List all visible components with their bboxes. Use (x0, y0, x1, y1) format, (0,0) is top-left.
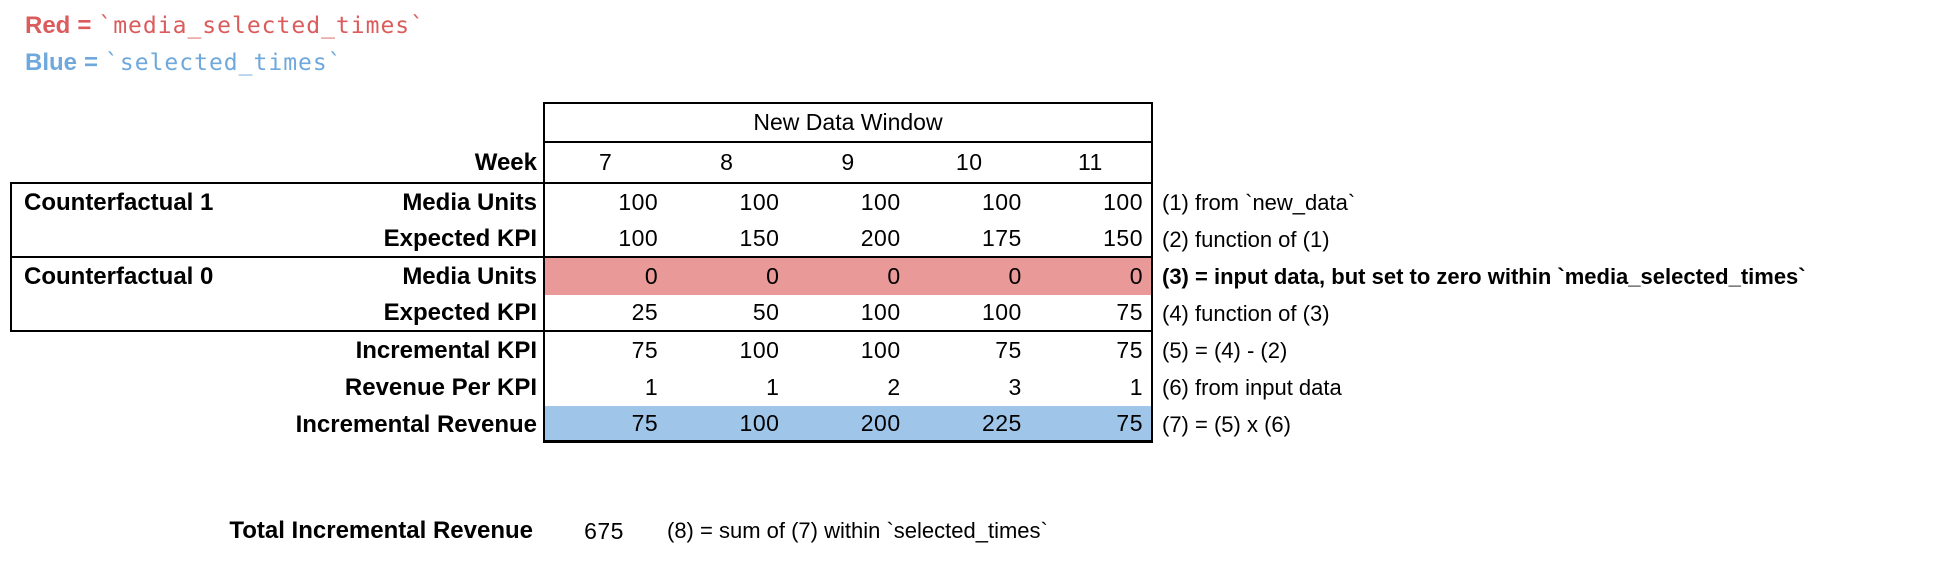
total-annotation: (8) = sum of (7) within `selected_times` (667, 518, 1048, 543)
row-label: Expected KPI (383, 224, 537, 252)
legend-red-code: `media_selected_times` (98, 13, 425, 39)
value-cell: 100 (618, 225, 659, 251)
table-row: Expected KPI 25 50 100 100 75 (4) functi… (10, 295, 1806, 332)
table-row: Counterfactual 0 Media Units 0 0 0 0 0 (… (10, 258, 1806, 295)
value-cell: 100 (739, 189, 780, 215)
value-cell: 75 (995, 337, 1022, 363)
legend-blue-term: Blue (25, 49, 78, 76)
value-cell: 100 (739, 337, 780, 363)
row-annotation: (4) function of (3) (1162, 300, 1330, 326)
row-annotation: (7) = (5) x (6) (1162, 411, 1291, 437)
value-cell: 1 (766, 374, 780, 400)
row-values: 100 150 200 175 150 (543, 221, 1153, 258)
section-label: Counterfactual 0 (24, 262, 214, 290)
row-annotation: (2) function of (1) (1162, 226, 1330, 252)
new-data-window-header: New Data Window (543, 102, 1153, 143)
row-values: 25 50 100 100 75 (543, 295, 1153, 332)
value-cell: 75 (631, 337, 659, 363)
value-cell: 100 (860, 337, 901, 363)
counterfactual-table: New Data Window Week 7 8 9 10 11 Counter… (10, 102, 1806, 443)
row-values: 75 100 100 75 75 (543, 332, 1153, 369)
table-header-row: New Data Window (10, 102, 1806, 143)
value-cell: 100 (860, 189, 901, 215)
legend-blue-equals: = (84, 49, 99, 76)
row-values-highlight-blue: 75 100 200 225 75 (543, 406, 1153, 443)
week-cell: 7 (598, 149, 613, 175)
week-cell: 10 (955, 149, 983, 175)
value-cell: 175 (981, 225, 1022, 251)
value-cell: 3 (1008, 374, 1022, 400)
row-values: 100 100 100 100 100 (543, 184, 1153, 221)
legend-blue-line: Blue = `selected_times` (25, 49, 425, 86)
value-cell: 50 (752, 299, 780, 325)
value-cell: 200 (860, 409, 901, 436)
table-row: Incremental Revenue 75 100 200 225 75 (7… (10, 406, 1806, 443)
table-row: Expected KPI 100 150 200 175 150 (2) fun… (10, 221, 1806, 258)
week-cell: 11 (1077, 149, 1103, 175)
row-values: 1 1 2 3 1 (543, 369, 1153, 406)
row-label-cell: Incremental KPI (10, 332, 543, 369)
week-row: Week 7 8 9 10 11 (10, 143, 1806, 184)
row-label: Revenue Per KPI (344, 373, 537, 401)
row-label: Media Units (402, 262, 537, 290)
total-row: Total Incremental Revenue 675 (8) = sum … (10, 513, 1048, 549)
value-cell: 75 (1116, 409, 1144, 436)
value-cell: 0 (1008, 263, 1022, 289)
row-label-cell: Counterfactual 1 Media Units (10, 184, 543, 221)
row-annotation: (1) from `new_data` (1162, 189, 1356, 215)
value-cell: 1 (1129, 374, 1144, 400)
row-annotation: (5) = (4) - (2) (1162, 337, 1288, 363)
row-label: Incremental KPI (355, 336, 537, 364)
value-cell: 75 (1116, 337, 1144, 363)
value-cell: 150 (1103, 225, 1144, 251)
value-cell: 1 (644, 374, 659, 400)
legend: Red = `media_selected_times` Blue = `sel… (25, 12, 425, 86)
value-cell: 75 (1116, 299, 1144, 325)
legend-red-line: Red = `media_selected_times` (25, 12, 425, 49)
value-cell: 0 (887, 263, 901, 289)
value-cell: 200 (860, 225, 901, 251)
value-cell: 100 (1103, 189, 1144, 215)
row-label-cell: Counterfactual 0 Media Units (10, 258, 543, 295)
row-label-cell: Expected KPI (10, 295, 543, 332)
week-label: Week (10, 143, 543, 184)
legend-red-equals: = (77, 12, 92, 39)
row-annotation: (3) = input data, but set to zero within… (1162, 263, 1806, 289)
legend-red-term: Red (25, 12, 71, 39)
new-data-window-title: New Data Window (753, 109, 943, 135)
week-cell: 9 (841, 149, 855, 175)
value-cell: 100 (618, 189, 659, 215)
total-value: 675 (584, 517, 624, 544)
section-label: Counterfactual 1 (24, 188, 214, 216)
value-cell: 225 (981, 409, 1022, 436)
table-row: Revenue Per KPI 1 1 2 3 1 (6) from input… (10, 369, 1806, 406)
row-label: Media Units (402, 188, 537, 216)
value-cell: 100 (981, 189, 1022, 215)
week-cells: 7 8 9 10 11 (543, 143, 1153, 184)
value-cell: 2 (887, 374, 901, 400)
value-cell: 25 (631, 299, 659, 325)
value-cell: 0 (766, 263, 780, 289)
row-values-highlight-red: 0 0 0 0 0 (543, 258, 1153, 295)
value-cell: 75 (631, 409, 659, 436)
row-label-cell: Revenue Per KPI (10, 369, 543, 406)
table-row: Counterfactual 1 Media Units 100 100 100… (10, 184, 1806, 221)
value-cell: 0 (1129, 263, 1144, 289)
row-label-cell: Expected KPI (10, 221, 543, 258)
value-cell: 0 (644, 263, 659, 289)
value-cell: 100 (981, 299, 1022, 325)
value-cell: 100 (739, 409, 780, 436)
value-cell: 150 (739, 225, 780, 251)
row-annotation: (6) from input data (1162, 374, 1342, 400)
table-row: Incremental KPI 75 100 100 75 75 (5) = (… (10, 332, 1806, 369)
header-row-spacer (10, 102, 543, 143)
value-cell: 100 (860, 299, 901, 325)
total-label: Total Incremental Revenue (229, 517, 533, 544)
row-label-cell: Incremental Revenue (10, 406, 543, 443)
row-label: Incremental Revenue (295, 410, 537, 438)
week-cell: 8 (720, 149, 734, 175)
row-label: Expected KPI (383, 298, 537, 326)
legend-blue-code: `selected_times` (105, 50, 343, 76)
